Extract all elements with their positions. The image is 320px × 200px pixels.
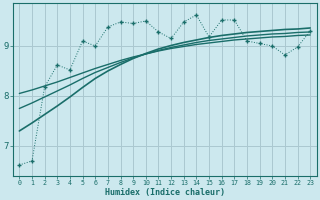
X-axis label: Humidex (Indice chaleur): Humidex (Indice chaleur) bbox=[105, 188, 225, 197]
